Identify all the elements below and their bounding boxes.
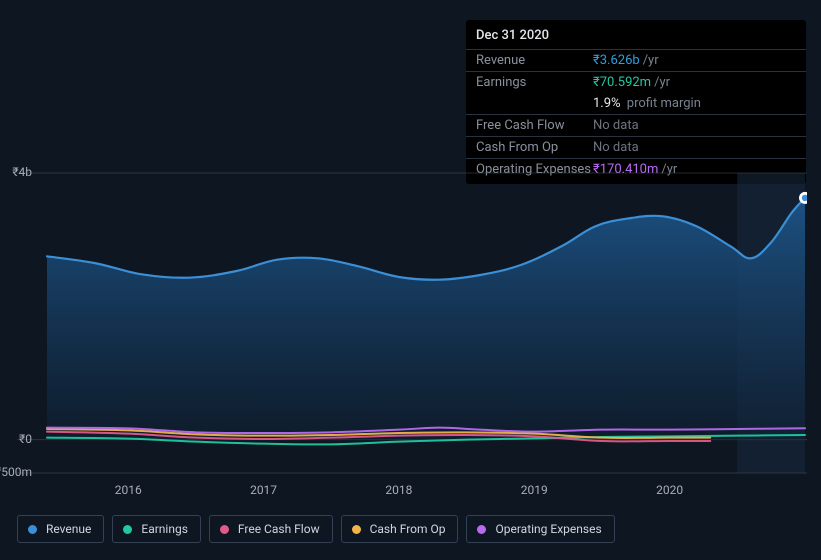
legend-dot: [123, 525, 132, 534]
legend-label: Revenue: [46, 522, 91, 536]
chart-container[interactable]: ₹4b₹0-₹500m20162017201820192020: [17, 155, 807, 485]
tooltip-nodata: No data: [593, 140, 796, 155]
y-axis-label: ₹4b: [0, 165, 32, 179]
legend-item-earnings[interactable]: Earnings: [112, 515, 201, 543]
legend-dot: [352, 525, 361, 534]
tooltip-unit: /yr: [643, 53, 659, 68]
tooltip-label: [476, 96, 593, 111]
tooltip-label: Cash From Op: [476, 140, 593, 155]
tooltip-date: Dec 31 2020: [466, 24, 806, 49]
legend-label: Cash From Op: [370, 522, 446, 536]
tooltip-nodata: No data: [593, 118, 796, 133]
legend-dot: [28, 525, 37, 534]
legend-item-revenue[interactable]: Revenue: [17, 515, 104, 543]
x-axis-label: 2019: [521, 483, 548, 497]
x-axis-label: 2018: [385, 483, 412, 497]
legend-label: Earnings: [141, 522, 188, 536]
tooltip-margin-suffix: profit margin: [627, 96, 701, 111]
legend-item-opex[interactable]: Operating Expenses: [466, 515, 614, 543]
y-axis-label: -₹500m: [0, 465, 32, 479]
legend-item-fcf[interactable]: Free Cash Flow: [209, 515, 333, 543]
tooltip-value: ₹70.592m: [593, 75, 651, 90]
tooltip-row-fcf: Free Cash Flow No data: [466, 114, 806, 136]
financial-chart: [17, 155, 807, 500]
tooltip-value: ₹3.626b: [593, 53, 640, 68]
y-axis-label: ₹0: [0, 432, 32, 446]
tooltip-row-revenue: Revenue ₹3.626b/yr: [466, 49, 806, 71]
legend-label: Operating Expenses: [495, 522, 601, 536]
tooltip-label: Revenue: [476, 53, 593, 68]
tooltip-margin-value: 1.9%: [593, 96, 621, 111]
legend-dot: [477, 525, 486, 534]
legend-label: Free Cash Flow: [238, 522, 320, 536]
tooltip-label: Free Cash Flow: [476, 118, 593, 133]
x-axis-label: 2016: [115, 483, 142, 497]
x-axis-label: 2020: [656, 483, 683, 497]
tooltip-row-margin: 1.9% profit margin: [466, 93, 806, 114]
legend: Revenue Earnings Free Cash Flow Cash Fro…: [17, 515, 615, 543]
x-axis-label: 2017: [250, 483, 277, 497]
tooltip-unit: /yr: [654, 75, 670, 90]
legend-dot: [220, 525, 229, 534]
legend-item-cfo[interactable]: Cash From Op: [341, 515, 459, 543]
tooltip-label: Earnings: [476, 75, 593, 90]
tooltip-row-earnings: Earnings ₹70.592m/yr: [466, 71, 806, 93]
